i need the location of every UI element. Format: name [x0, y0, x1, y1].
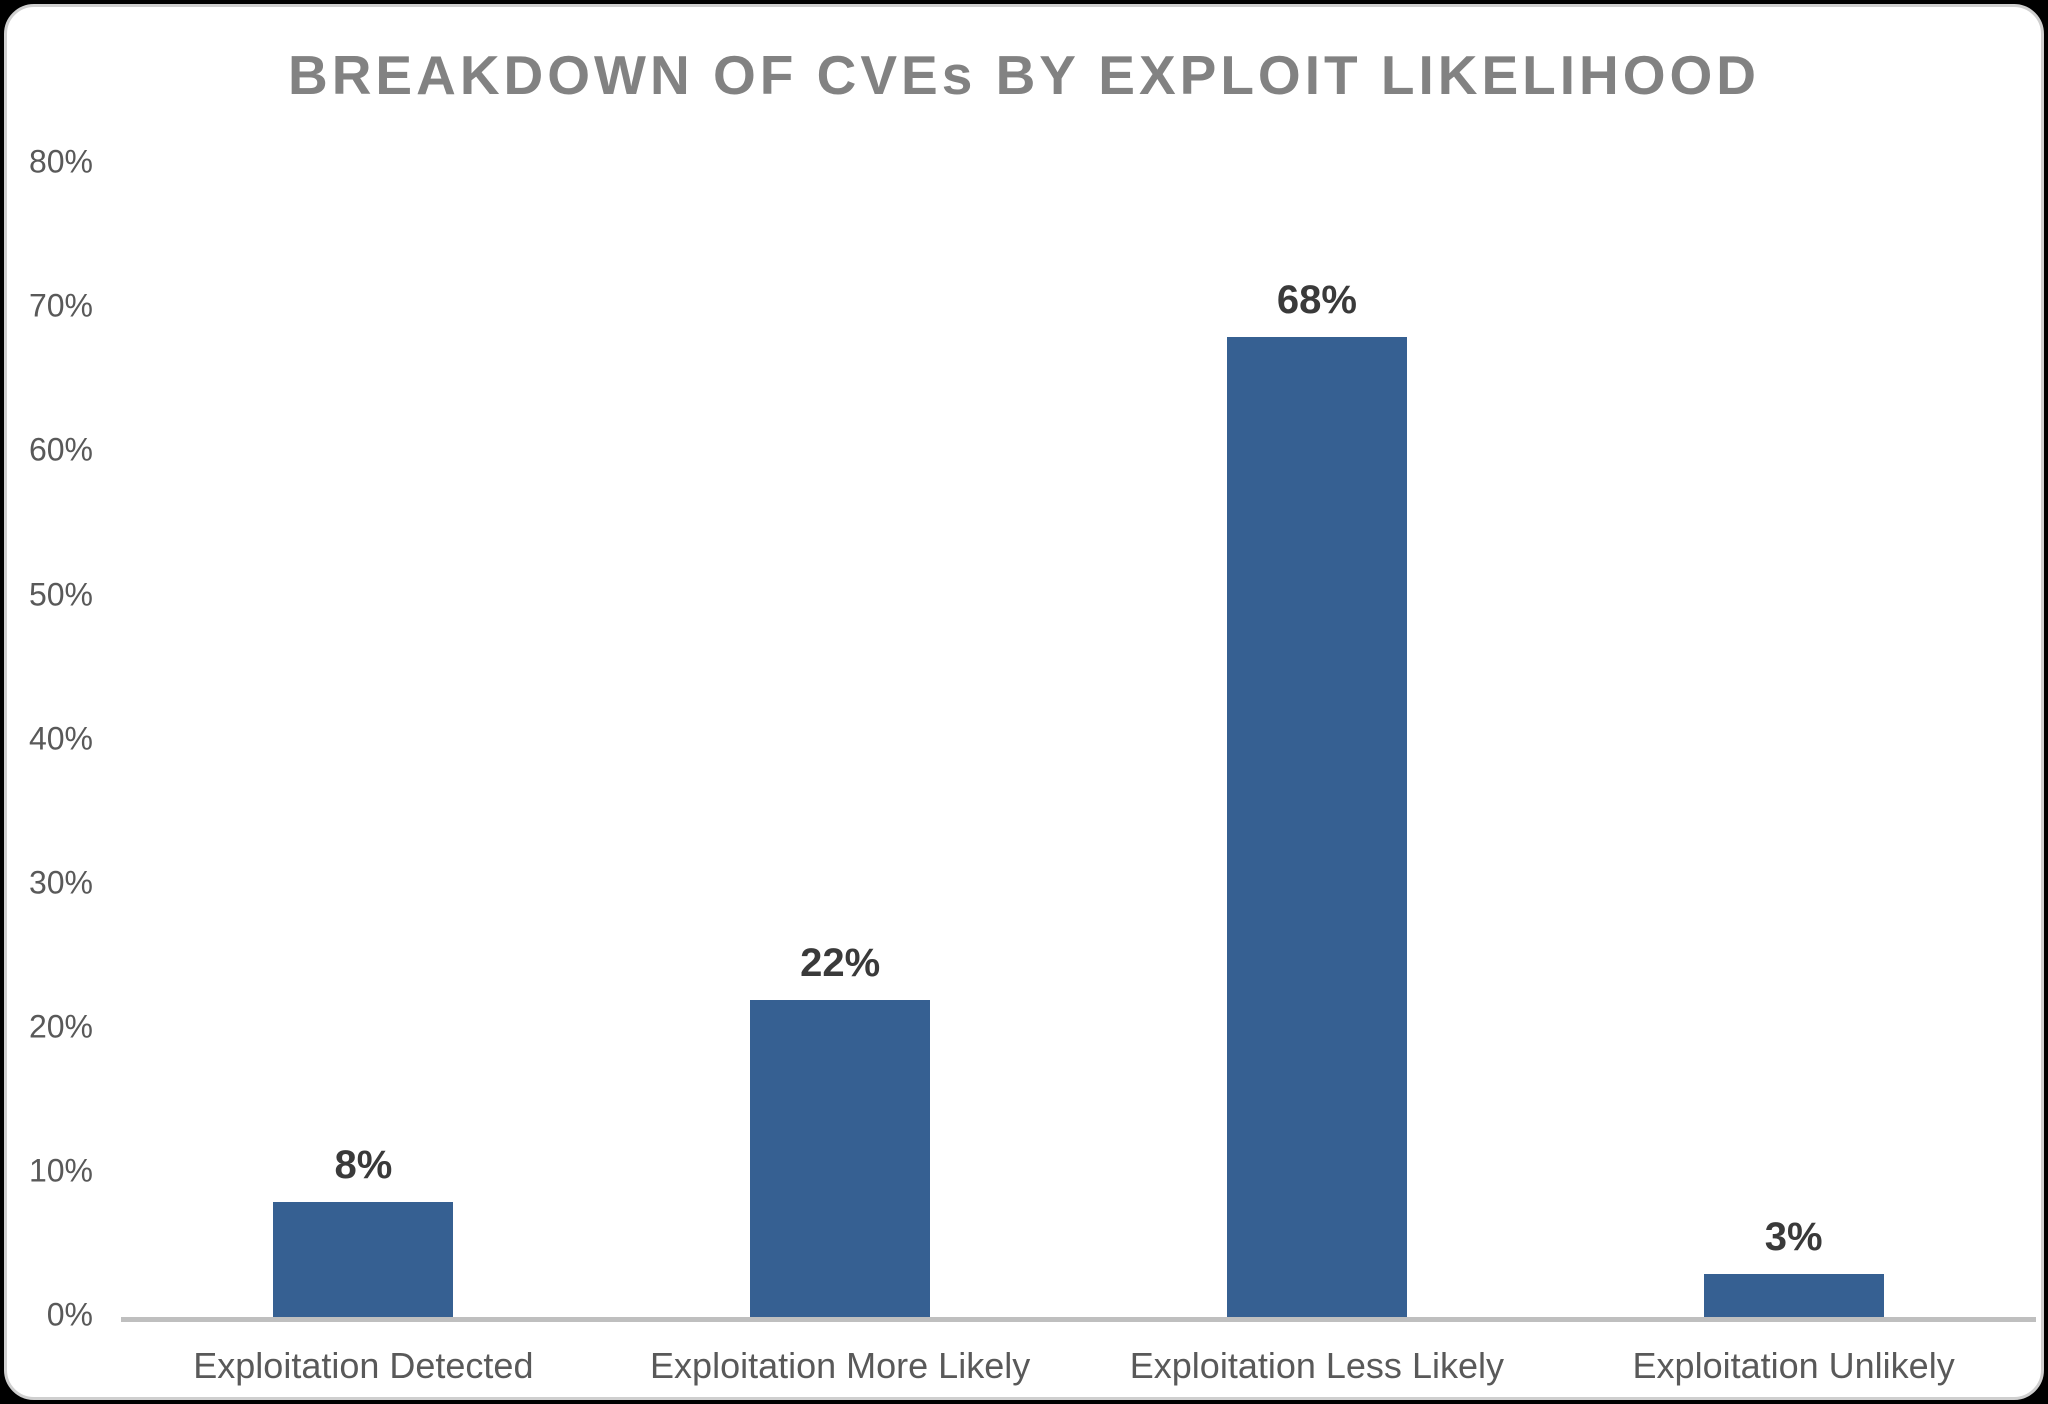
y-tick-label: 20% — [28, 1008, 93, 1045]
bar — [273, 1201, 454, 1317]
chart-surface: BREAKDOWN OF CVEs BY EXPLOIT LIKELIHOOD … — [4, 4, 2044, 1400]
x-category-label: Exploitation Detected — [193, 1345, 534, 1386]
y-tick-label: 10% — [28, 1152, 93, 1189]
y-tick-label: 40% — [28, 720, 93, 757]
bar — [1226, 337, 1407, 1317]
bar-value-label: 3% — [1764, 1214, 1823, 1259]
bar — [1703, 1273, 1884, 1317]
y-tick-label: 80% — [28, 143, 93, 180]
bar-value-label: 68% — [1276, 278, 1357, 323]
bar — [750, 999, 931, 1317]
x-category-label: Exploitation Unlikely — [1632, 1345, 1955, 1386]
bar-value-label: 8% — [334, 1142, 393, 1187]
bar-value-label: 22% — [800, 940, 881, 985]
x-category-label: Exploitation Less Likely — [1129, 1345, 1504, 1386]
x-category-label: Exploitation More Likely — [650, 1345, 1031, 1386]
y-tick-label: 0% — [46, 1296, 93, 1333]
y-tick-label: 30% — [28, 864, 93, 901]
y-tick-label: 60% — [28, 431, 93, 468]
x-axis-line — [121, 1317, 2036, 1322]
plot-area: 0% 10% 20% 30% 40% 50% 60% 70% 80% 8% Exploitation… — [7, 7, 2048, 1404]
y-tick-label: 50% — [28, 576, 93, 612]
y-tick-label: 70% — [28, 287, 93, 324]
chart-title: BREAKDOWN OF CVEs BY EXPLOIT LIKELIHOOD — [287, 44, 1761, 106]
